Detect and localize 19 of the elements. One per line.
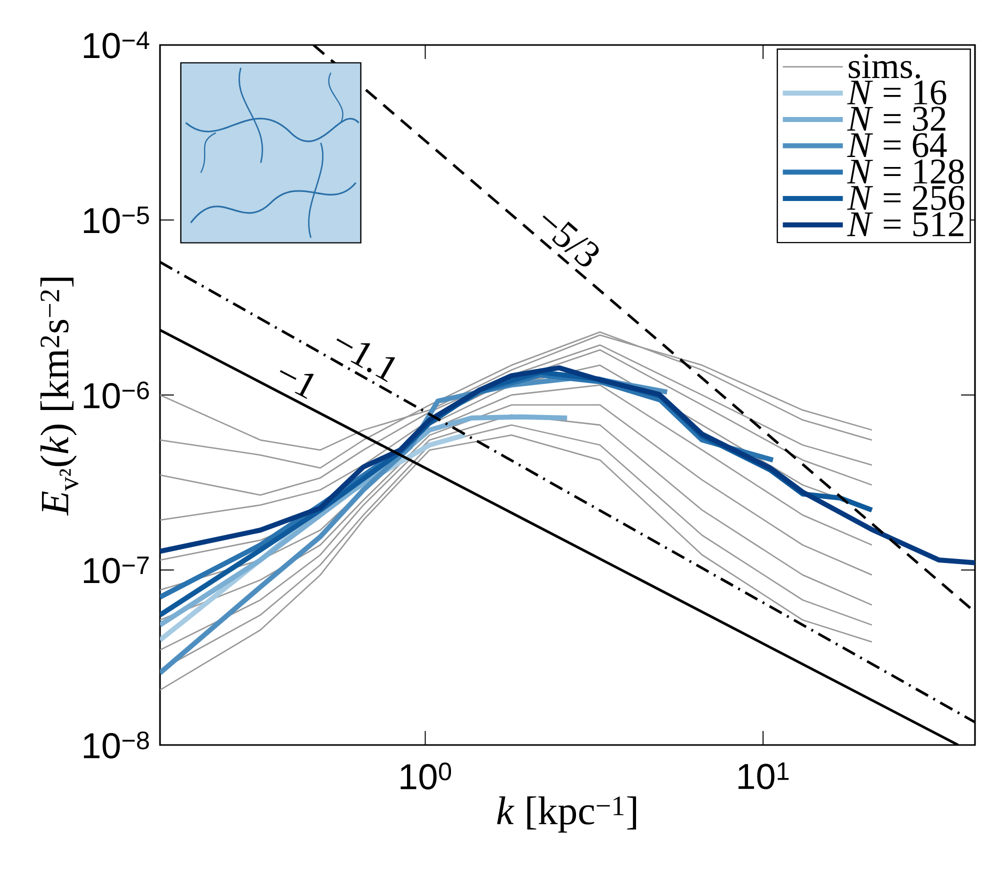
legend-label: N = 64 <box>847 133 947 158</box>
legend-label: N = 512 <box>847 212 964 236</box>
annotation: −1.1 <box>336 338 396 382</box>
y-tick-label: 10$^{−6}$ <box>84 382 149 408</box>
legend-label: N = 256 <box>847 186 964 210</box>
y-tick-label: 10$^{−8}$ <box>84 732 149 758</box>
annotation: −1 <box>280 370 314 399</box>
y-tick-label: 10$^{−5}$ <box>84 206 149 234</box>
legend-label: sims. <box>848 54 920 78</box>
legend-label: N = 32 <box>847 106 946 131</box>
x-axis-title: k [kpc$^{−1}$] <box>497 796 636 833</box>
legend-label: N = 128 <box>847 159 964 184</box>
y-tick-label: 10$^{−4}$ <box>84 32 150 58</box>
x-tick-label: 10$^{0}$ <box>400 762 452 790</box>
annotation: −5/3 <box>542 215 599 266</box>
legend-label: N = 16 <box>847 80 946 105</box>
x-tick-label: 10$^{1}$ <box>738 762 789 790</box>
y-tick-label: 10$^{−7}$ <box>84 556 149 584</box>
text: E$_{v²}$(k) [km$^{2}$s$^{−2}$] <box>40 278 78 516</box>
